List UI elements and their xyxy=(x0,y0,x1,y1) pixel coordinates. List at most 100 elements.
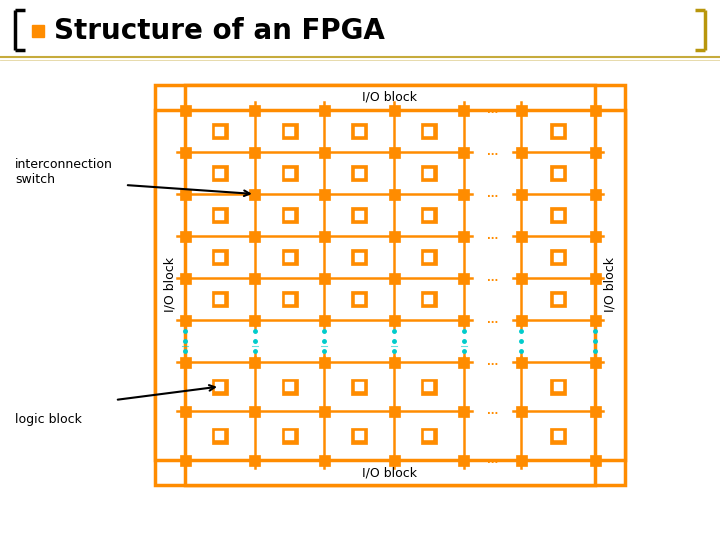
Bar xyxy=(179,356,191,368)
Bar xyxy=(459,188,469,199)
Bar xyxy=(421,207,437,223)
Bar xyxy=(355,211,364,219)
Bar xyxy=(212,165,228,181)
Text: ...: ... xyxy=(487,231,498,241)
Bar xyxy=(550,207,566,223)
Text: ...: ... xyxy=(487,406,498,416)
Bar xyxy=(319,455,330,465)
Bar xyxy=(355,126,364,136)
Bar xyxy=(351,165,367,181)
Bar xyxy=(421,165,437,181)
Bar xyxy=(389,455,400,465)
Bar xyxy=(355,294,364,303)
Text: Structure of an FPGA: Structure of an FPGA xyxy=(54,17,385,45)
Bar xyxy=(389,146,400,158)
Bar xyxy=(212,428,228,443)
Bar xyxy=(550,428,566,443)
Text: I/O block: I/O block xyxy=(163,258,176,313)
Bar xyxy=(595,110,625,460)
Bar xyxy=(215,211,225,219)
Bar xyxy=(282,428,297,443)
Bar xyxy=(285,294,294,303)
Bar xyxy=(319,188,330,199)
Bar xyxy=(319,146,330,158)
Bar xyxy=(285,382,294,391)
Bar xyxy=(421,249,437,265)
Bar xyxy=(554,382,562,391)
Bar xyxy=(389,188,400,199)
Bar xyxy=(550,249,566,265)
Text: ...: ... xyxy=(487,455,498,465)
Bar xyxy=(212,291,228,307)
Bar xyxy=(249,105,260,116)
Bar xyxy=(285,211,294,219)
Bar xyxy=(590,188,600,199)
Bar xyxy=(459,105,469,116)
Bar xyxy=(516,273,527,284)
Bar xyxy=(554,431,562,440)
Text: ...: ... xyxy=(487,105,498,115)
Bar xyxy=(421,428,437,443)
Text: ...: ... xyxy=(487,273,498,283)
Bar xyxy=(282,249,297,265)
Bar xyxy=(459,356,469,368)
Bar xyxy=(215,294,225,303)
Bar xyxy=(389,356,400,368)
Bar xyxy=(351,291,367,307)
Bar xyxy=(319,314,330,326)
Bar xyxy=(215,168,225,178)
Bar xyxy=(215,431,225,440)
Bar xyxy=(590,356,600,368)
Bar xyxy=(351,379,367,395)
Bar xyxy=(319,273,330,284)
Bar xyxy=(516,314,527,326)
Bar xyxy=(389,105,400,116)
Bar xyxy=(355,253,364,261)
Bar xyxy=(212,379,228,395)
Bar xyxy=(355,431,364,440)
Bar xyxy=(282,291,297,307)
Bar xyxy=(282,207,297,223)
Bar xyxy=(425,168,433,178)
Bar xyxy=(421,291,437,307)
Bar xyxy=(554,211,562,219)
Bar xyxy=(285,168,294,178)
Bar xyxy=(459,406,469,416)
Bar xyxy=(459,146,469,158)
Bar xyxy=(389,406,400,416)
Bar xyxy=(554,168,562,178)
Bar xyxy=(215,126,225,136)
Text: ...: ... xyxy=(487,315,498,325)
Bar xyxy=(459,314,469,326)
Text: I/O block: I/O block xyxy=(362,91,418,104)
Bar xyxy=(249,273,260,284)
Bar xyxy=(179,105,191,116)
Bar xyxy=(155,110,185,460)
Text: ...: ... xyxy=(487,189,498,199)
Bar xyxy=(212,249,228,265)
Bar xyxy=(590,105,600,116)
Bar xyxy=(185,85,595,110)
Bar xyxy=(550,379,566,395)
Bar xyxy=(425,253,433,261)
Bar xyxy=(550,291,566,307)
Bar xyxy=(355,168,364,178)
Bar xyxy=(590,314,600,326)
Bar xyxy=(282,123,297,139)
Text: I/O block: I/O block xyxy=(603,258,616,313)
Bar xyxy=(179,314,191,326)
Bar xyxy=(389,231,400,241)
Bar xyxy=(285,431,294,440)
Text: I/O block: I/O block xyxy=(362,466,418,479)
Bar xyxy=(590,273,600,284)
Bar xyxy=(351,428,367,443)
Bar xyxy=(179,273,191,284)
Bar xyxy=(285,253,294,261)
Text: ...: ... xyxy=(487,357,498,367)
Bar xyxy=(185,460,595,485)
Bar xyxy=(249,231,260,241)
Bar xyxy=(516,455,527,465)
Bar xyxy=(554,294,562,303)
Bar xyxy=(459,455,469,465)
Bar xyxy=(319,406,330,416)
